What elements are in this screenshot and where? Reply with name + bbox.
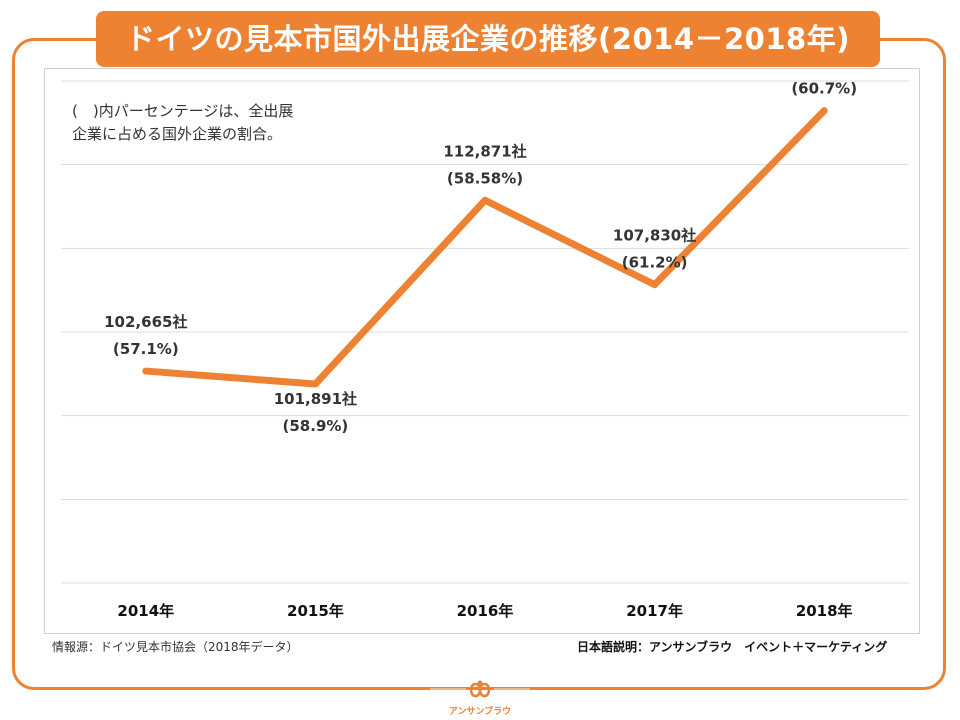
x-tick-label: 2015年 [287,602,344,620]
percent-label: (61.2%) [622,254,688,272]
data-point [144,370,147,373]
knot-icon [469,680,491,698]
x-tick-label: 2017年 [626,602,683,620]
data-label: 112,871社 [443,142,526,160]
data-point [314,383,317,386]
logo-left-line [430,688,466,690]
logo-text: アンサンブラウ [448,707,512,717]
data-label: 101,891社 [274,390,357,408]
plot-area: 102,665社 (57.1%) 101,891社 (58.9%) 112,871社 (5… [44,68,920,634]
data-label: 118,227社 [783,69,866,71]
percent-label: (58.58%) [447,169,523,187]
x-tick-label: 2018年 [796,602,853,620]
credit-text: 日本語説明：アンサンブラウ イベント＋マーケティング [577,640,888,654]
chart-title: ドイツの見本市国外出展企業の推移(2014－2018年) [96,11,880,67]
brand-logo: アンサンブラウ [430,676,530,720]
data-label: 102,665社 [104,313,187,331]
source-text: 情報源：ドイツ見本市協会（2018年データ） [52,640,299,654]
percent-label: (57.1%) [113,340,179,358]
percent-label: (60.7%) [791,80,857,98]
chart-note: ( )内パーセンテージは、全出展 企業に占める国外企業の割合。 [72,102,294,143]
logo-right-line [494,688,530,690]
data-label: 107,830社 [613,227,696,245]
data-point [484,199,486,202]
x-tick-label: 2014年 [117,602,174,620]
percent-label: (58.9%) [283,417,349,435]
data-point [823,109,826,112]
data-point [653,283,656,286]
x-tick-label: 2016年 [457,602,514,620]
line-chart: 102,665社 (57.1%) 101,891社 (58.9%) 112,871社 (5… [61,69,909,620]
